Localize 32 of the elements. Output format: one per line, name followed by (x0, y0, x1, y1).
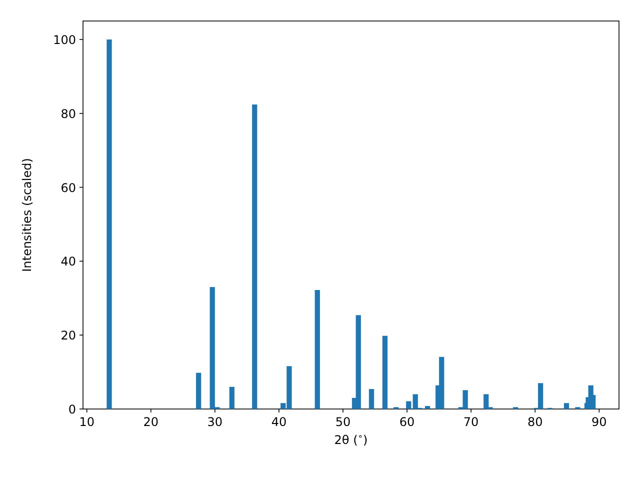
bar (196, 372, 202, 409)
y-axis-title: Intensities (scaled) (20, 158, 34, 272)
bar (538, 383, 544, 409)
bar (106, 39, 112, 409)
bar (356, 315, 361, 409)
bar (462, 390, 468, 409)
x-axis-title: 2θ ($^{∘}$) (334, 431, 368, 447)
x-tick-label: 90 (592, 415, 607, 429)
bar (314, 290, 320, 409)
x-tick-label: 10 (79, 415, 94, 429)
y-tick-label: 80 (60, 106, 76, 121)
x-tick-label: 40 (271, 415, 287, 429)
bar (382, 336, 388, 409)
x-tick-label: 60 (399, 415, 415, 429)
x-tick-label: 80 (527, 415, 543, 429)
bar (484, 394, 489, 409)
x-tick-label: 50 (335, 415, 351, 429)
y-tick-label: 100 (53, 32, 76, 47)
y-tick-label: 20 (60, 328, 76, 343)
x-tick-label: 70 (463, 415, 479, 429)
y-tick-label: 40 (60, 254, 76, 269)
bar (229, 386, 234, 409)
y-tick-label: 60 (60, 180, 76, 195)
y-tick-label: 0 (68, 402, 76, 416)
x-tick-label: 20 (143, 415, 159, 429)
x-tick-label: 30 (207, 415, 223, 429)
bar (412, 394, 418, 409)
bar (424, 406, 430, 409)
bar (368, 389, 374, 409)
bar (564, 403, 570, 409)
bar (406, 401, 412, 409)
bar (252, 104, 258, 409)
